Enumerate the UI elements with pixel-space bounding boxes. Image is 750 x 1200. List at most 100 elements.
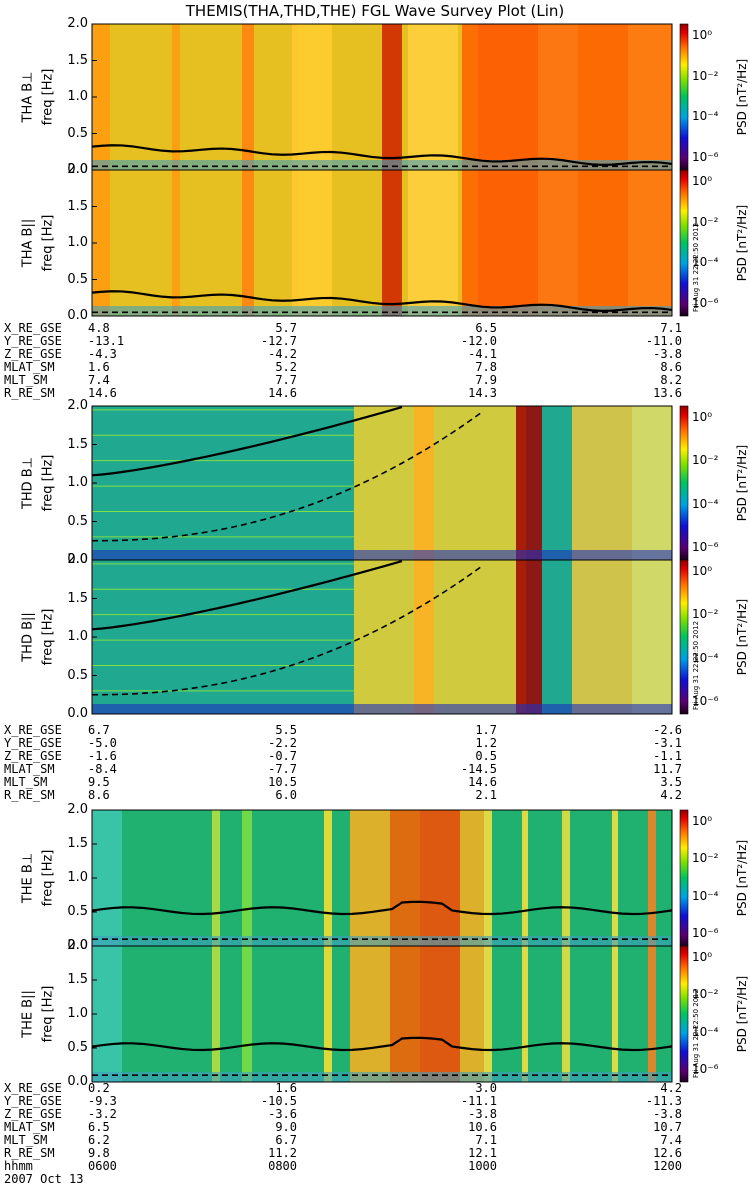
spectrogram-band: [172, 170, 180, 316]
ephemeris-value: -4.3: [88, 347, 117, 361]
colorbar-tick-label: 10⁻²: [692, 851, 719, 866]
ephemeris-value: 9.0: [275, 1120, 297, 1134]
panel-label: THD B||: [20, 612, 36, 662]
colorbar-tick-label: 10⁻⁴: [692, 888, 719, 903]
y-tick-label: 0.5: [67, 667, 88, 683]
axis-label: freq [Hz]: [40, 985, 56, 1043]
ephemeris-value: 1.6: [88, 360, 110, 374]
spectrogram-band: [324, 946, 332, 1082]
ephemeris-value: -12.0: [460, 334, 497, 348]
spectrogram-band: [414, 560, 434, 714]
spectrogram-band: [354, 406, 526, 560]
ephemeris-value: 7.8: [475, 360, 497, 374]
y-tick-label: 2.0: [67, 552, 88, 567]
spectrogram-the-perp: [91, 810, 673, 946]
time-tick-label: 1000: [468, 1159, 497, 1173]
ephemeris-label: MLAT_SM: [4, 360, 55, 374]
spectrogram-band: [350, 810, 390, 946]
ephemeris-value: -3.2: [88, 1107, 117, 1121]
y-tick-label: 0.5: [67, 513, 88, 529]
ephemeris-value: 4.2: [660, 1081, 682, 1095]
ephemeris-value: 7.1: [475, 1133, 497, 1147]
ephemeris-value: 5.2: [275, 360, 297, 374]
ephemeris-value: 13.6: [653, 386, 682, 400]
ephemeris-value: -13.1: [88, 334, 125, 348]
colorbar-label: PSD [nT²/Hz]: [735, 444, 749, 522]
axis-label: freq [Hz]: [40, 68, 56, 126]
spectrogram-band: [632, 406, 672, 560]
spectrogram-band: [420, 810, 460, 946]
spectrogram-tha-perp: [91, 24, 673, 170]
colorbar: [679, 169, 689, 317]
spectrogram-band: [382, 24, 402, 170]
spectrogram-band: [562, 810, 570, 946]
colorbar-label: PSD [nT²/Hz]: [735, 204, 749, 282]
spectrogram-band: [484, 946, 492, 1082]
y-tick-label: 2.0: [67, 16, 88, 31]
panel-label: THE B||: [20, 990, 36, 1038]
spectrogram-band: [628, 170, 672, 316]
axis-label: freq [Hz]: [40, 608, 56, 666]
spectrogram-band: [350, 946, 390, 1082]
ephemeris-value: -4.2: [268, 347, 297, 361]
ephemeris-value: 3.5: [660, 775, 682, 789]
ephemeris-label: MLT_SM: [4, 775, 48, 789]
spectrogram-band: [292, 170, 332, 316]
gyrofrequency-curve: [91, 290, 673, 312]
ephemeris-value: -11.1: [460, 1094, 497, 1108]
spectrogram-band: [628, 24, 672, 170]
y-tick-label: 1.5: [67, 590, 88, 606]
ephemeris-value: -0.7: [268, 749, 297, 763]
spectrogram-band: [460, 946, 484, 1082]
colorbar-tick-label: 10⁻²: [692, 214, 719, 229]
colorbar-tick-label: 10⁻²: [692, 987, 719, 1002]
ephemeris-value: -3.8: [468, 1107, 497, 1121]
ephemeris-value: 10.7: [653, 1120, 682, 1134]
spectrogram-band: [292, 24, 332, 170]
spectrogram-band: [242, 810, 252, 946]
ephemeris-value: 11.2: [268, 1146, 297, 1160]
time-tick-label: 0600: [88, 1159, 117, 1173]
spectrogram-band: [382, 170, 402, 316]
spectrogram-band: [420, 946, 460, 1082]
y-tick-label: 0.0: [67, 706, 88, 721]
spectrogram-tha-par: [91, 170, 673, 316]
spectrogram-band: [648, 810, 656, 946]
ephemeris-label: MLT_SM: [4, 1133, 48, 1147]
colorbar-tick-label: 10⁻⁴: [692, 255, 719, 270]
spectrogram-band: [390, 810, 420, 946]
colorbar-tick-label: 10⁻⁴: [692, 496, 719, 511]
ephemeris-value: -1.1: [653, 749, 682, 763]
ephemeris-value: -14.5: [460, 762, 497, 776]
colorbar-tick-label: 10⁻²: [692, 607, 719, 622]
ephemeris-value: 6.2: [88, 1133, 110, 1147]
timestamp: Fri Aug 31 22:22:50 2012: [692, 620, 700, 710]
ephemeris-value: 14.3: [468, 386, 497, 400]
ephemeris-value: 10.6: [468, 1120, 497, 1134]
y-tick-label: 2.0: [67, 802, 88, 817]
y-tick-label: 1.5: [67, 972, 88, 987]
y-tick-label: 1.5: [67, 52, 88, 68]
ephemeris-value: 6.5: [88, 1120, 110, 1134]
ephemeris-value: -3.1: [653, 736, 682, 750]
ephemeris-value: 9.8: [88, 1146, 110, 1160]
low-frequency-strip: [92, 936, 672, 946]
gyrofrequency-curve: [91, 1036, 673, 1052]
figure-title: THEMIS(THA,THD,THE) FGL Wave Survey Plot…: [185, 2, 565, 20]
spectrogram-band: [562, 946, 570, 1082]
low-frequency-strip: [92, 306, 672, 316]
ephemeris-value: 4.2: [660, 788, 682, 802]
colorbar-tick-label: 10⁰: [692, 950, 713, 964]
ephemeris-value: 8.2: [660, 373, 682, 387]
ephemeris-value: 8.6: [660, 360, 682, 374]
time-axis-label: hhmm: [4, 1159, 33, 1173]
spectrogram-band: [612, 946, 618, 1082]
colorbar-tick-label: 10⁻⁴: [692, 650, 719, 665]
spectrogram-band: [354, 560, 526, 714]
spectrogram-band: [612, 810, 618, 946]
gyrofrequency-curve: [91, 144, 673, 166]
colorbar-label: PSD [nT²/Hz]: [735, 839, 749, 917]
spectrogram-band: [242, 170, 254, 316]
timestamp: Fri Aug 31 22:22:50 2012: [692, 222, 700, 312]
panel-label: THA B⊥: [20, 71, 36, 123]
